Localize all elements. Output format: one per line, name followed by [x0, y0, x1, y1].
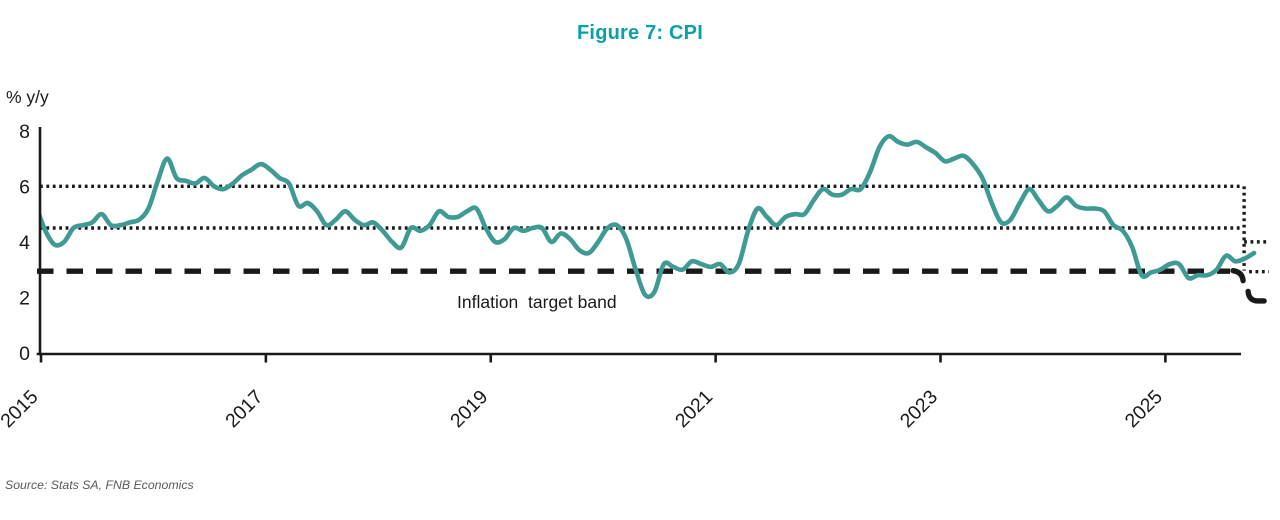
- x-tick-label: 2019: [446, 386, 492, 432]
- cpi-line: [40, 133, 1257, 300]
- x-tick-label: 2021: [671, 386, 717, 432]
- y-axis-unit-label: % y/y: [6, 87, 49, 107]
- cpi-line-layer: [40, 133, 1257, 300]
- y-tick-label: 2: [19, 287, 30, 309]
- inflation-target-band-lines: [37, 184, 1269, 304]
- y-tick-label: 8: [19, 121, 30, 143]
- source-note: Source: Stats SA, FNB Economics: [5, 478, 194, 492]
- axis-tick-labels: 0 2 4 6 8 2015 2017 2019 2021 2023 2025: [0, 121, 1167, 432]
- x-tick-label: 2025: [1121, 386, 1167, 432]
- x-tick-label: 2015: [0, 386, 43, 432]
- band-lower-bend-dash: [1230, 267, 1246, 284]
- axes: [36, 127, 1241, 363]
- band-new-lower-hook-dash: [1245, 288, 1267, 304]
- y-tick-label: 0: [19, 343, 30, 365]
- chart-title: Figure 7: CPI: [577, 22, 703, 44]
- inflation-target-band-label: Inflation target band: [457, 292, 617, 312]
- y-tick-label: 6: [19, 176, 30, 198]
- x-tick-label: 2023: [896, 386, 942, 432]
- y-tick-label: 4: [19, 232, 30, 254]
- x-tick-label: 2017: [221, 386, 267, 432]
